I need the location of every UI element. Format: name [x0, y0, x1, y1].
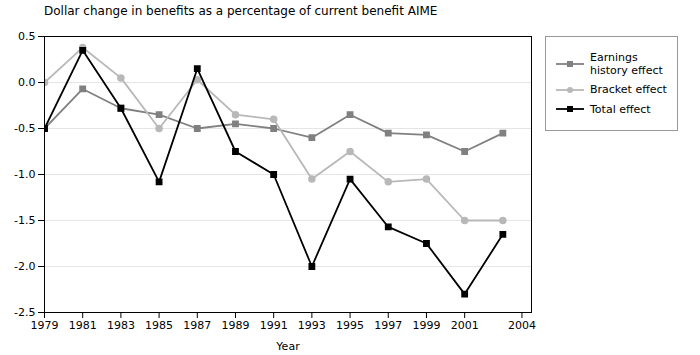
html-text:Bracket effect: Bracket effect [590, 83, 667, 97]
svg-text:2004: 2004 [508, 319, 536, 332]
svg-text:-2.0: -2.0 [14, 260, 35, 273]
svg-text:1991: 1991 [260, 319, 288, 332]
svg-text:2001: 2001 [451, 319, 479, 332]
svg-text:1989: 1989 [221, 319, 249, 332]
svg-text:1985: 1985 [145, 319, 173, 332]
html-text:Total effect: Total effect [590, 102, 651, 116]
svg-text:1987: 1987 [183, 319, 211, 332]
svg-text:1997: 1997 [374, 319, 402, 332]
svg-text:1995: 1995 [336, 319, 364, 332]
svg-text:-2.5: -2.5 [14, 306, 35, 319]
svg-text:0.5: 0.5 [18, 30, 36, 43]
svg-text:1993: 1993 [298, 319, 326, 332]
svg-text:1983: 1983 [107, 319, 135, 332]
html-text:Earnings history effect: Earnings history effect [590, 51, 663, 78]
svg-text:0.0: 0.0 [18, 76, 36, 89]
svg-text:Year: Year [275, 340, 300, 353]
svg-text:1979: 1979 [31, 319, 59, 332]
svg-text:-1.0: -1.0 [14, 168, 35, 181]
svg-text:1981: 1981 [69, 319, 97, 332]
html-text:Dollar change in benefits as a: Dollar change in benefits as a percentag… [44, 4, 438, 18]
svg-text:1999: 1999 [412, 319, 440, 332]
svg-text:-0.5: -0.5 [14, 122, 35, 135]
svg-text:-1.5: -1.5 [14, 214, 35, 227]
